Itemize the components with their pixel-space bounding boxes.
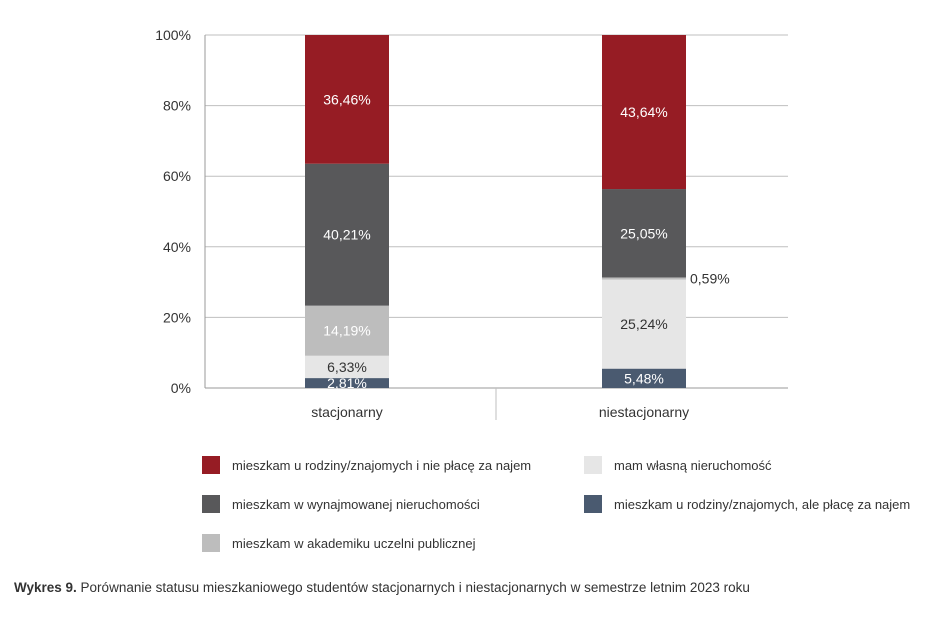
data-label: 36,46% <box>323 91 370 107</box>
bar-segment <box>602 277 686 280</box>
x-tick-label: stacjonarny <box>311 404 383 420</box>
bar-segment <box>602 189 686 278</box>
bar-segment <box>602 35 686 190</box>
x-tick-label: niestacjonarny <box>599 404 689 420</box>
y-tick-label: 60% <box>163 168 191 184</box>
y-tick-label: 100% <box>155 27 191 43</box>
x-axis: stacjonarny niestacjonarny <box>311 388 689 420</box>
bar-segment <box>602 368 686 388</box>
bars: 2,81%6,33% 14,19% 40,21% 36,46% 5,48% 25,24% 0… <box>305 35 730 391</box>
y-axis: 0% 20% 40% 60% 80% 100% <box>155 27 206 396</box>
bar-segment <box>305 35 389 164</box>
data-label: 25,05% <box>620 225 667 241</box>
y-tick-label: 40% <box>163 239 191 255</box>
y-tick-label: 80% <box>163 98 191 114</box>
bar-segment <box>305 355 389 379</box>
stacked-bar-chart: 0% 20% 40% 60% 80% 100% 2,81%6,33% 14,19% 40,21… <box>155 27 788 420</box>
bar-segment <box>305 378 389 388</box>
data-label: 6,33% <box>327 359 367 375</box>
data-label: 40,21% <box>323 227 370 243</box>
data-label: 0,59% <box>690 271 730 287</box>
y-tick-label: 20% <box>163 309 191 325</box>
caption-text: Porównanie statusu mieszkaniowego studen… <box>76 580 750 595</box>
bar-segment <box>305 305 389 356</box>
data-label: 25,24% <box>620 316 667 332</box>
bar-segment <box>602 279 686 369</box>
gridlines <box>205 34 788 389</box>
data-label: 2,81% <box>327 375 367 391</box>
data-label: 14,19% <box>323 323 370 339</box>
y-tick-label: 0% <box>171 380 191 396</box>
figure-caption: Wykres 9. Porównanie statusu mieszkaniow… <box>14 580 934 595</box>
bar-segment <box>305 163 389 306</box>
data-label: 43,64% <box>620 104 667 120</box>
data-label: 5,48% <box>624 370 664 386</box>
caption-prefix: Wykres 9. <box>14 580 77 595</box>
